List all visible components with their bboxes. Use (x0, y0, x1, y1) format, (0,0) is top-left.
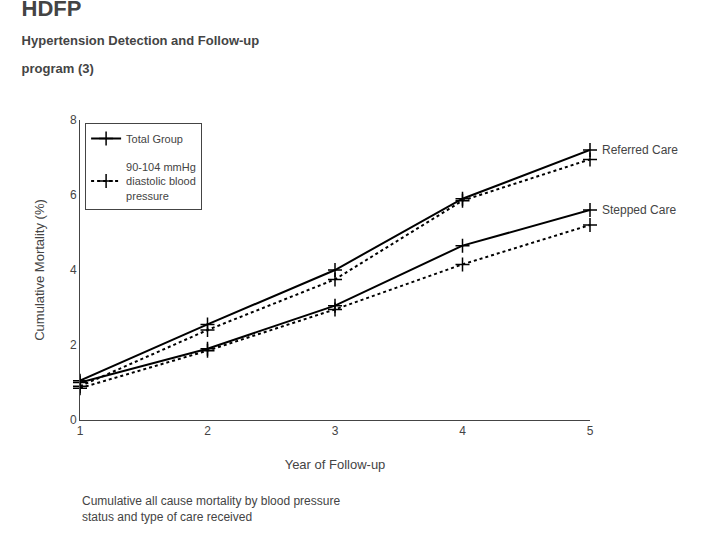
svg-text:2: 2 (204, 424, 211, 438)
svg-text:Stepped Care: Stepped Care (602, 203, 676, 217)
svg-text:Total Group: Total Group (126, 133, 183, 145)
svg-text:2: 2 (70, 338, 77, 352)
svg-text:0: 0 (70, 413, 77, 427)
svg-text:1: 1 (77, 424, 84, 438)
svg-text:90-104 mmHgdiastolic bloodpres: 90-104 mmHgdiastolic bloodpressure (126, 161, 196, 202)
svg-text:8: 8 (70, 113, 77, 127)
svg-text:HDFPHypertension Detection and: HDFPHypertension Detection and Follow-up… (22, 0, 260, 76)
svg-text:4: 4 (70, 263, 77, 277)
svg-text:Cumulative Mortality (%): Cumulative Mortality (%) (32, 199, 47, 341)
svg-text:4: 4 (459, 424, 466, 438)
svg-text:5: 5 (587, 424, 594, 438)
svg-text:3: 3 (332, 424, 339, 438)
svg-text:Year of Follow-up: Year of Follow-up (285, 457, 386, 472)
svg-text:Referred Care: Referred Care (602, 143, 678, 157)
svg-text:6: 6 (70, 188, 77, 202)
svg-text:Cumulative all cause mortality: Cumulative all cause mortality by blood … (82, 494, 340, 524)
